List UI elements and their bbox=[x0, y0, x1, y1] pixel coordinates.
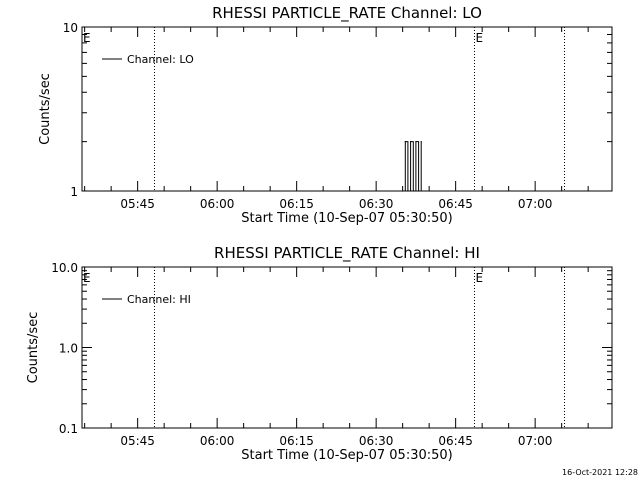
x-tick-label: 06:15 bbox=[279, 434, 314, 448]
y-axis-label: Counts/sec bbox=[26, 312, 41, 384]
timestamp: 16-Oct-2021 12:28 bbox=[562, 468, 638, 477]
legend-entry: Channel: LO bbox=[127, 53, 194, 66]
chart-title: RHESSI PARTICLE_RATE Channel: LO bbox=[212, 4, 482, 23]
x-tick-label: 06:30 bbox=[359, 197, 394, 211]
plot-frame bbox=[81, 266, 613, 429]
x-axis-label: Start Time (10-Sep-07 05:30:50) bbox=[241, 448, 452, 463]
x-tick-label: 05:45 bbox=[120, 434, 155, 448]
x-tick-label: 06:30 bbox=[359, 434, 394, 448]
x-axis-label: Start Time (10-Sep-07 05:30:50) bbox=[241, 211, 452, 226]
data-point bbox=[404, 141, 406, 143]
chart-title: RHESSI PARTICLE_RATE Channel: HI bbox=[214, 244, 480, 263]
data-point bbox=[410, 141, 412, 143]
x-tick-label: 06:45 bbox=[438, 197, 473, 211]
y-tick-label: 0.1 bbox=[59, 422, 78, 436]
data-point bbox=[402, 190, 404, 192]
data-point bbox=[407, 190, 409, 192]
x-tick-label: 06:45 bbox=[438, 434, 473, 448]
data-point bbox=[415, 141, 417, 143]
y-tick-label: 1 bbox=[70, 185, 78, 199]
data-point bbox=[412, 190, 414, 192]
event-marker-label: E bbox=[476, 31, 484, 45]
data-point bbox=[417, 190, 420, 192]
x-tick-label: 07:00 bbox=[518, 434, 553, 448]
x-tick-label: 06:00 bbox=[200, 197, 235, 211]
x-tick-label: 06:15 bbox=[279, 197, 314, 211]
event-marker-label: E bbox=[476, 271, 484, 285]
plot-frame bbox=[81, 26, 613, 192]
series-line bbox=[402, 141, 422, 192]
y-axis-label: Counts/sec bbox=[38, 73, 53, 145]
legend-entry: Channel: HI bbox=[127, 293, 191, 306]
left-edge-label: E bbox=[83, 31, 91, 45]
left-edge-label: E bbox=[83, 271, 91, 285]
x-tick-label: 06:00 bbox=[200, 434, 235, 448]
x-tick-label: 07:00 bbox=[518, 197, 553, 211]
data-point bbox=[420, 141, 422, 143]
y-tick-label: 10.0 bbox=[51, 261, 78, 275]
y-tick-label: 1.0 bbox=[59, 342, 78, 356]
x-tick-label: 05:45 bbox=[120, 197, 155, 211]
y-tick-label: 10 bbox=[63, 21, 78, 35]
